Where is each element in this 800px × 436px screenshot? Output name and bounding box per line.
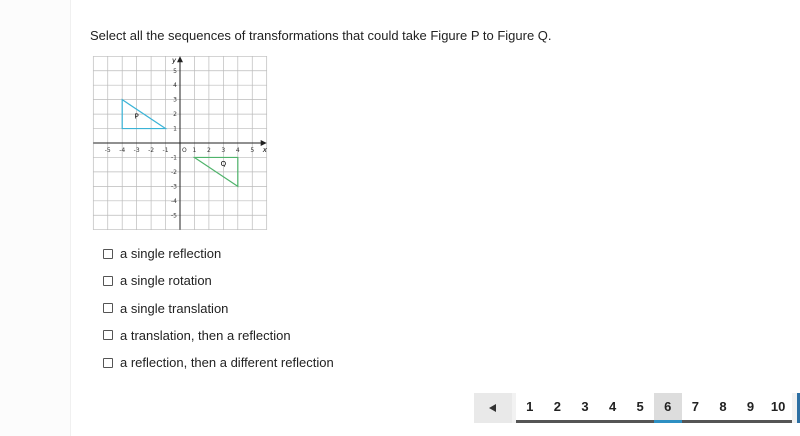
side-panel (0, 0, 71, 436)
y-tick-label: 5 (173, 68, 177, 75)
option-label: a translation, then a reflection (120, 327, 291, 343)
figure-label: Q (221, 160, 227, 168)
pagination: 1 2 3 4 5 6 7 8 9 10 (474, 393, 800, 423)
x-tick-label: -4 (119, 147, 125, 154)
page-button[interactable]: 7 (681, 393, 710, 423)
page-button[interactable]: 6 (653, 393, 682, 423)
option-label: a single rotation (120, 273, 212, 289)
figure-p (121, 98, 168, 130)
page-button[interactable]: 8 (709, 393, 737, 423)
option-label: a single reflection (120, 246, 222, 261)
x-tick-label: -1 (163, 147, 169, 154)
page-button[interactable]: 5 (626, 393, 654, 423)
option[interactable]: a reflection, then a different reflectio… (103, 355, 334, 370)
x-tick-label: 4 (236, 147, 240, 154)
checkbox[interactable] (103, 275, 113, 286)
figure-label: P (135, 112, 139, 120)
x-tick-label: 5 (250, 147, 254, 154)
previous-button[interactable] (474, 393, 512, 423)
option[interactable]: a translation, then a reflection (103, 328, 291, 343)
x-tick-label: 3 (221, 147, 225, 154)
option-label: a single translation (120, 300, 229, 316)
y-tick-label: -4 (171, 198, 177, 205)
x-tick-label: 2 (207, 147, 211, 154)
checkbox[interactable] (103, 248, 113, 259)
page-button[interactable]: 4 (598, 393, 627, 423)
checkbox[interactable] (103, 330, 113, 341)
option[interactable]: a single translation (103, 301, 228, 316)
option[interactable]: a single reflection (103, 246, 221, 261)
x-tick-label: 1 (193, 147, 197, 154)
page-button[interactable]: 2 (543, 393, 572, 423)
x-arrow (260, 140, 267, 146)
y-tick-label: -2 (171, 169, 177, 176)
checkbox[interactable] (103, 357, 113, 368)
x-tick-label: -5 (105, 147, 111, 154)
origin-label: O (182, 147, 187, 154)
option[interactable]: a single rotation (103, 273, 212, 288)
page-button[interactable]: 3 (571, 393, 599, 423)
y-tick-label: 3 (173, 97, 177, 104)
page-button[interactable]: 9 (736, 393, 765, 423)
scroll-edge (797, 393, 800, 423)
y-arrow (177, 56, 183, 63)
coordinate-graph: -5 -4 -3 -2 -1 1 2 3 4 5 5 4 3 2 1 -1 -2 -3 -4 -5 O x y P Q (92, 55, 268, 231)
x-tick-label: -3 (134, 147, 140, 154)
x-axis-label: x (262, 146, 268, 154)
previous-icon (489, 404, 496, 412)
figure-q (192, 156, 239, 188)
x-tick-label: -2 (148, 147, 154, 154)
y-tick-label: -3 (171, 183, 177, 190)
page-button[interactable]: 10 (764, 393, 792, 423)
y-tick-label: -1 (171, 154, 177, 161)
page-button[interactable]: 1 (516, 393, 544, 423)
option-label: a reflection, then a different reflectio… (120, 355, 334, 371)
y-tick-label: 2 (173, 111, 177, 118)
y-tick-label: -5 (171, 212, 177, 219)
question-text: Select all the sequences of transformati… (90, 28, 552, 43)
y-axis-label: y (171, 56, 177, 64)
y-tick-label: 1 (173, 126, 177, 133)
checkbox[interactable] (103, 303, 113, 314)
y-tick-label: 4 (173, 82, 177, 89)
